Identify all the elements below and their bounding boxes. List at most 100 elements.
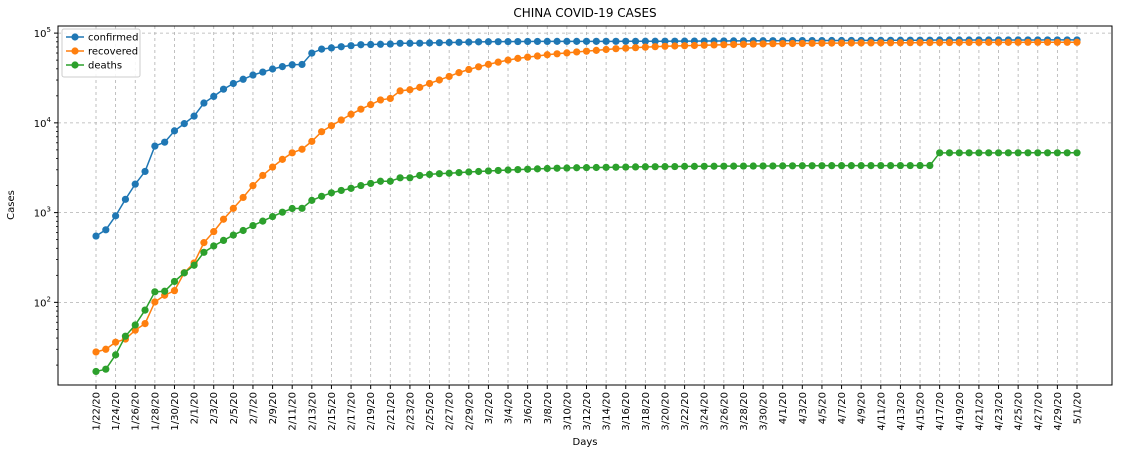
data-point-confirmed [278, 62, 286, 71]
data-point-recovered [259, 171, 267, 180]
data-point-confirmed [465, 38, 473, 46]
data-point-deaths [749, 162, 757, 170]
data-point-deaths [112, 351, 120, 359]
data-point-deaths [641, 163, 649, 171]
y-tick-exponent: 4 [47, 116, 52, 124]
data-point-recovered [308, 137, 316, 145]
data-point-deaths [936, 149, 944, 157]
data-point-confirmed [367, 40, 375, 49]
data-point-deaths [494, 166, 502, 175]
data-point-recovered [357, 105, 365, 113]
data-point-confirmed [298, 60, 306, 69]
data-point-recovered [955, 38, 963, 47]
data-point-deaths [229, 231, 237, 239]
data-point-recovered [700, 41, 708, 49]
x-tick-label: 4/29/20 [1053, 392, 1064, 431]
y-tick-label: 102 [34, 295, 51, 309]
data-point-confirmed [219, 85, 228, 93]
data-point-recovered [759, 40, 767, 48]
x-tick-label: 2/15/20 [327, 392, 338, 431]
data-point-recovered [455, 69, 463, 77]
data-point-deaths [445, 169, 453, 177]
data-point-confirmed [455, 38, 463, 46]
data-point-confirmed [602, 37, 610, 45]
data-point-confirmed [533, 37, 542, 46]
data-point-recovered [112, 338, 120, 346]
data-point-recovered [837, 39, 846, 47]
data-point-recovered [975, 38, 983, 47]
data-point-recovered [92, 348, 100, 356]
data-point-deaths [769, 162, 777, 170]
data-point-recovered [798, 39, 806, 48]
x-axis: 1/22/20 1/24/20 1/26/20 1/28/20 1/30/20 2/1/2… [92, 385, 1084, 431]
data-point-recovered [102, 345, 110, 353]
data-point-deaths [386, 177, 394, 185]
data-point-confirmed [543, 37, 551, 46]
data-point-confirmed [484, 38, 492, 46]
data-point-recovered [249, 182, 257, 190]
data-point-deaths [779, 162, 787, 170]
data-point-confirmed [239, 75, 247, 83]
data-point-confirmed [376, 40, 385, 48]
data-point-deaths [543, 164, 551, 173]
data-point-deaths [553, 164, 561, 172]
data-point-deaths [965, 149, 973, 157]
data-point-deaths [857, 162, 865, 170]
data-point-deaths [425, 170, 434, 179]
data-point-recovered [484, 60, 492, 68]
data-point-deaths [847, 162, 855, 170]
data-point-deaths [416, 171, 424, 180]
data-point-deaths [337, 186, 345, 195]
data-point-deaths [877, 161, 885, 170]
data-point-recovered [1073, 38, 1081, 46]
x-tick-label: 3/8/20 [543, 392, 554, 424]
x-tick-label: 5/1/20 [1073, 392, 1084, 424]
data-point-deaths [1073, 149, 1081, 157]
data-point-recovered [769, 40, 777, 48]
data-point-confirmed [524, 37, 532, 46]
data-point-deaths [151, 288, 159, 296]
x-tick-label: 4/11/20 [876, 392, 887, 431]
x-tick-label: 3/20/20 [660, 392, 671, 431]
x-tick-label: 2/29/20 [464, 392, 475, 431]
data-point-deaths [396, 174, 404, 182]
data-point-recovered [592, 46, 600, 54]
data-point-deaths [504, 166, 512, 174]
data-point-deaths [631, 163, 640, 171]
data-point-recovered [406, 86, 414, 94]
data-point-deaths [700, 162, 708, 170]
legend-item-recovered: recovered [66, 47, 138, 58]
data-point-deaths [92, 367, 100, 376]
data-point-recovered [239, 193, 247, 202]
data-point-recovered [779, 40, 787, 48]
x-tick-label: 2/7/20 [248, 392, 259, 424]
data-point-recovered [690, 41, 699, 50]
data-point-recovered [994, 38, 1003, 46]
data-point-confirmed [161, 138, 169, 146]
data-point-deaths [896, 161, 905, 170]
data-point-recovered [1063, 38, 1071, 46]
x-axis-label: Days [573, 437, 598, 448]
x-tick-label: 2/5/20 [229, 392, 240, 424]
data-point-deaths [327, 189, 336, 197]
data-point-recovered [425, 79, 434, 88]
data-point-deaths [514, 165, 522, 174]
data-point-recovered [1043, 38, 1052, 46]
x-tick-label: 2/23/20 [405, 392, 416, 431]
data-point-deaths [739, 162, 748, 170]
x-tick-label: 3/4/20 [504, 392, 515, 424]
series-layer [92, 36, 1081, 376]
data-point-confirmed [308, 49, 316, 57]
y-tick-base: 10 [34, 29, 47, 40]
data-point-recovered [170, 287, 179, 295]
data-point-confirmed [514, 37, 522, 46]
data-point-recovered [416, 83, 424, 91]
data-point-deaths [318, 192, 326, 200]
x-tick-label: 2/17/20 [347, 392, 358, 431]
y-tick-exponent: 3 [47, 206, 51, 214]
y-tick-base: 10 [34, 209, 47, 220]
data-point-recovered [298, 145, 306, 153]
x-tick-label: 4/9/20 [857, 392, 868, 424]
data-point-recovered [582, 47, 591, 55]
